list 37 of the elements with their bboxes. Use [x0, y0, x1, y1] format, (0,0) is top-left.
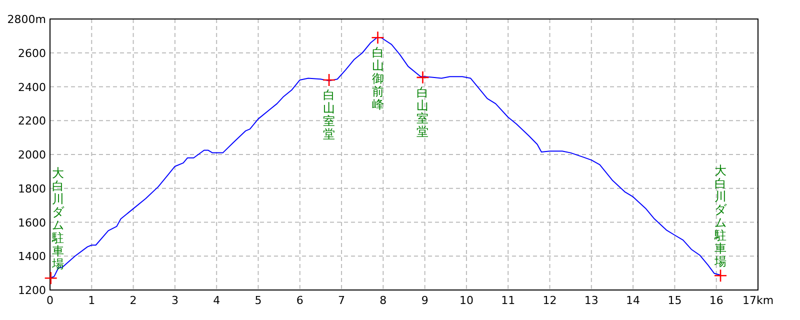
- point: [371, 30, 384, 44]
- x-tick-label: 0: [46, 294, 54, 307]
- y-tick-label: 2800m: [7, 13, 46, 26]
- x-tick-label: 16: [709, 294, 724, 307]
- annotation: 大白川ダム駐車場: [714, 164, 728, 269]
- point: [416, 70, 430, 84]
- point: [44, 271, 58, 285]
- x-tick-label: 14: [626, 294, 640, 307]
- y-tick-label: 1800: [18, 182, 46, 196]
- x-tick-label: 3: [171, 294, 178, 307]
- x-tick-label: 9: [421, 294, 428, 307]
- annotation: 白山室堂: [416, 85, 429, 138]
- x-tick-label: 15: [668, 294, 682, 307]
- annotation: 大白川ダム駐車場: [51, 166, 65, 272]
- point: [322, 73, 336, 87]
- y-tick-label: 1600: [18, 216, 46, 230]
- x-tick-label: 11: [501, 294, 516, 307]
- x-tick-label: 1: [88, 294, 96, 307]
- y-tick-label: 1200: [18, 284, 46, 297]
- x-tick-label: 7: [338, 294, 346, 307]
- x-tick-label: 10: [459, 294, 474, 307]
- annotation: 白山室堂: [323, 88, 336, 141]
- x-tick-label: 6: [296, 294, 304, 307]
- y-tick-label: 2200: [18, 114, 46, 128]
- x-tick-label: 12: [542, 294, 557, 307]
- y-tick-label: 2400: [18, 80, 46, 94]
- x-tick-label: 2: [130, 294, 137, 307]
- y-tick-label: 2000: [18, 148, 46, 162]
- x-tick-label: 5: [254, 294, 262, 307]
- annotation: 白山御前峰: [372, 46, 384, 112]
- y-tick-label: 2600: [18, 46, 46, 60]
- x-tick-label: 13: [584, 294, 598, 307]
- y-tick-label: 1400: [18, 250, 46, 264]
- x-tick-label: 4: [213, 294, 220, 307]
- point: [714, 268, 728, 282]
- x-tick-label: 8: [380, 294, 387, 307]
- x-tick-label: 17km: [742, 294, 774, 307]
